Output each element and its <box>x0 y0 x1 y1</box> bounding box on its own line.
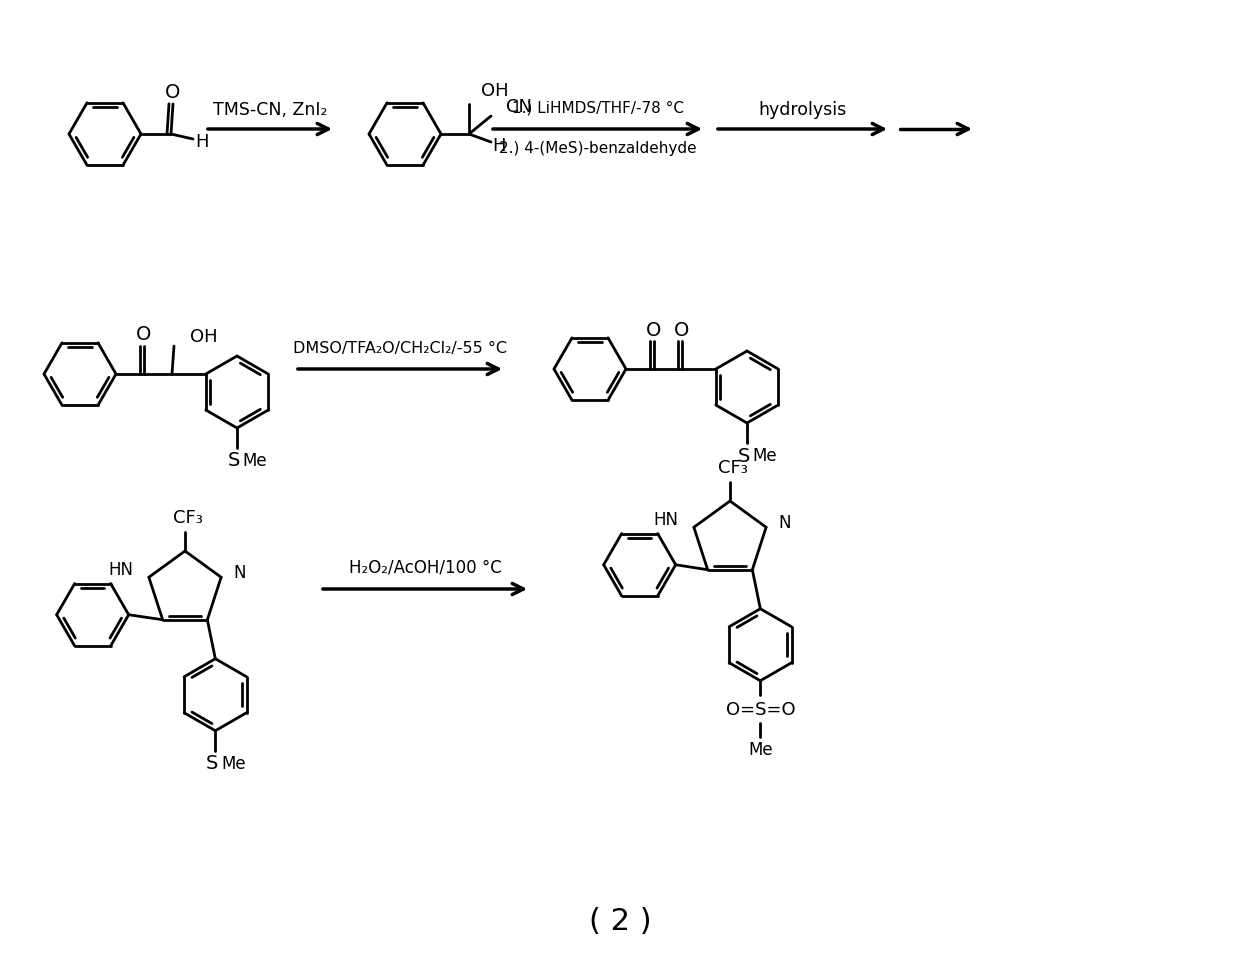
Text: H₂O₂/AcOH/100 °C: H₂O₂/AcOH/100 °C <box>348 558 501 577</box>
Text: O: O <box>136 326 151 344</box>
Text: O=S=O: O=S=O <box>725 700 795 718</box>
Text: H: H <box>195 133 208 151</box>
Text: 2.) 4-(MeS)-benzaldehyde: 2.) 4-(MeS)-benzaldehyde <box>498 141 697 155</box>
Text: Me: Me <box>221 754 246 772</box>
Text: HN: HN <box>109 561 134 578</box>
Text: H: H <box>492 137 506 155</box>
Text: S: S <box>228 451 241 470</box>
Text: CF₃: CF₃ <box>718 458 748 477</box>
Text: Me: Me <box>243 452 268 470</box>
Text: N: N <box>779 514 791 532</box>
Text: OH: OH <box>481 82 508 100</box>
Text: TMS-CN, ZnI₂: TMS-CN, ZnI₂ <box>213 101 327 119</box>
Text: CF₃: CF₃ <box>174 509 203 526</box>
Text: Me: Me <box>753 447 777 464</box>
Text: O: O <box>675 320 689 339</box>
Text: Me: Me <box>748 740 773 758</box>
Text: ( 2 ): ( 2 ) <box>589 907 651 935</box>
Text: DMSO/TFA₂O/CH₂Cl₂/-55 °C: DMSO/TFA₂O/CH₂Cl₂/-55 °C <box>293 340 507 355</box>
Text: S: S <box>206 754 218 772</box>
Text: O: O <box>646 320 662 339</box>
Text: OH: OH <box>190 328 218 346</box>
Text: 1.) LiHMDS/THF/-78 °C: 1.) LiHMDS/THF/-78 °C <box>512 101 683 115</box>
Text: S: S <box>738 446 750 465</box>
Text: CN: CN <box>506 98 532 116</box>
Text: N: N <box>233 564 246 581</box>
Text: O: O <box>165 83 181 103</box>
Text: HN: HN <box>653 511 678 529</box>
Text: hydrolysis: hydrolysis <box>759 101 847 119</box>
